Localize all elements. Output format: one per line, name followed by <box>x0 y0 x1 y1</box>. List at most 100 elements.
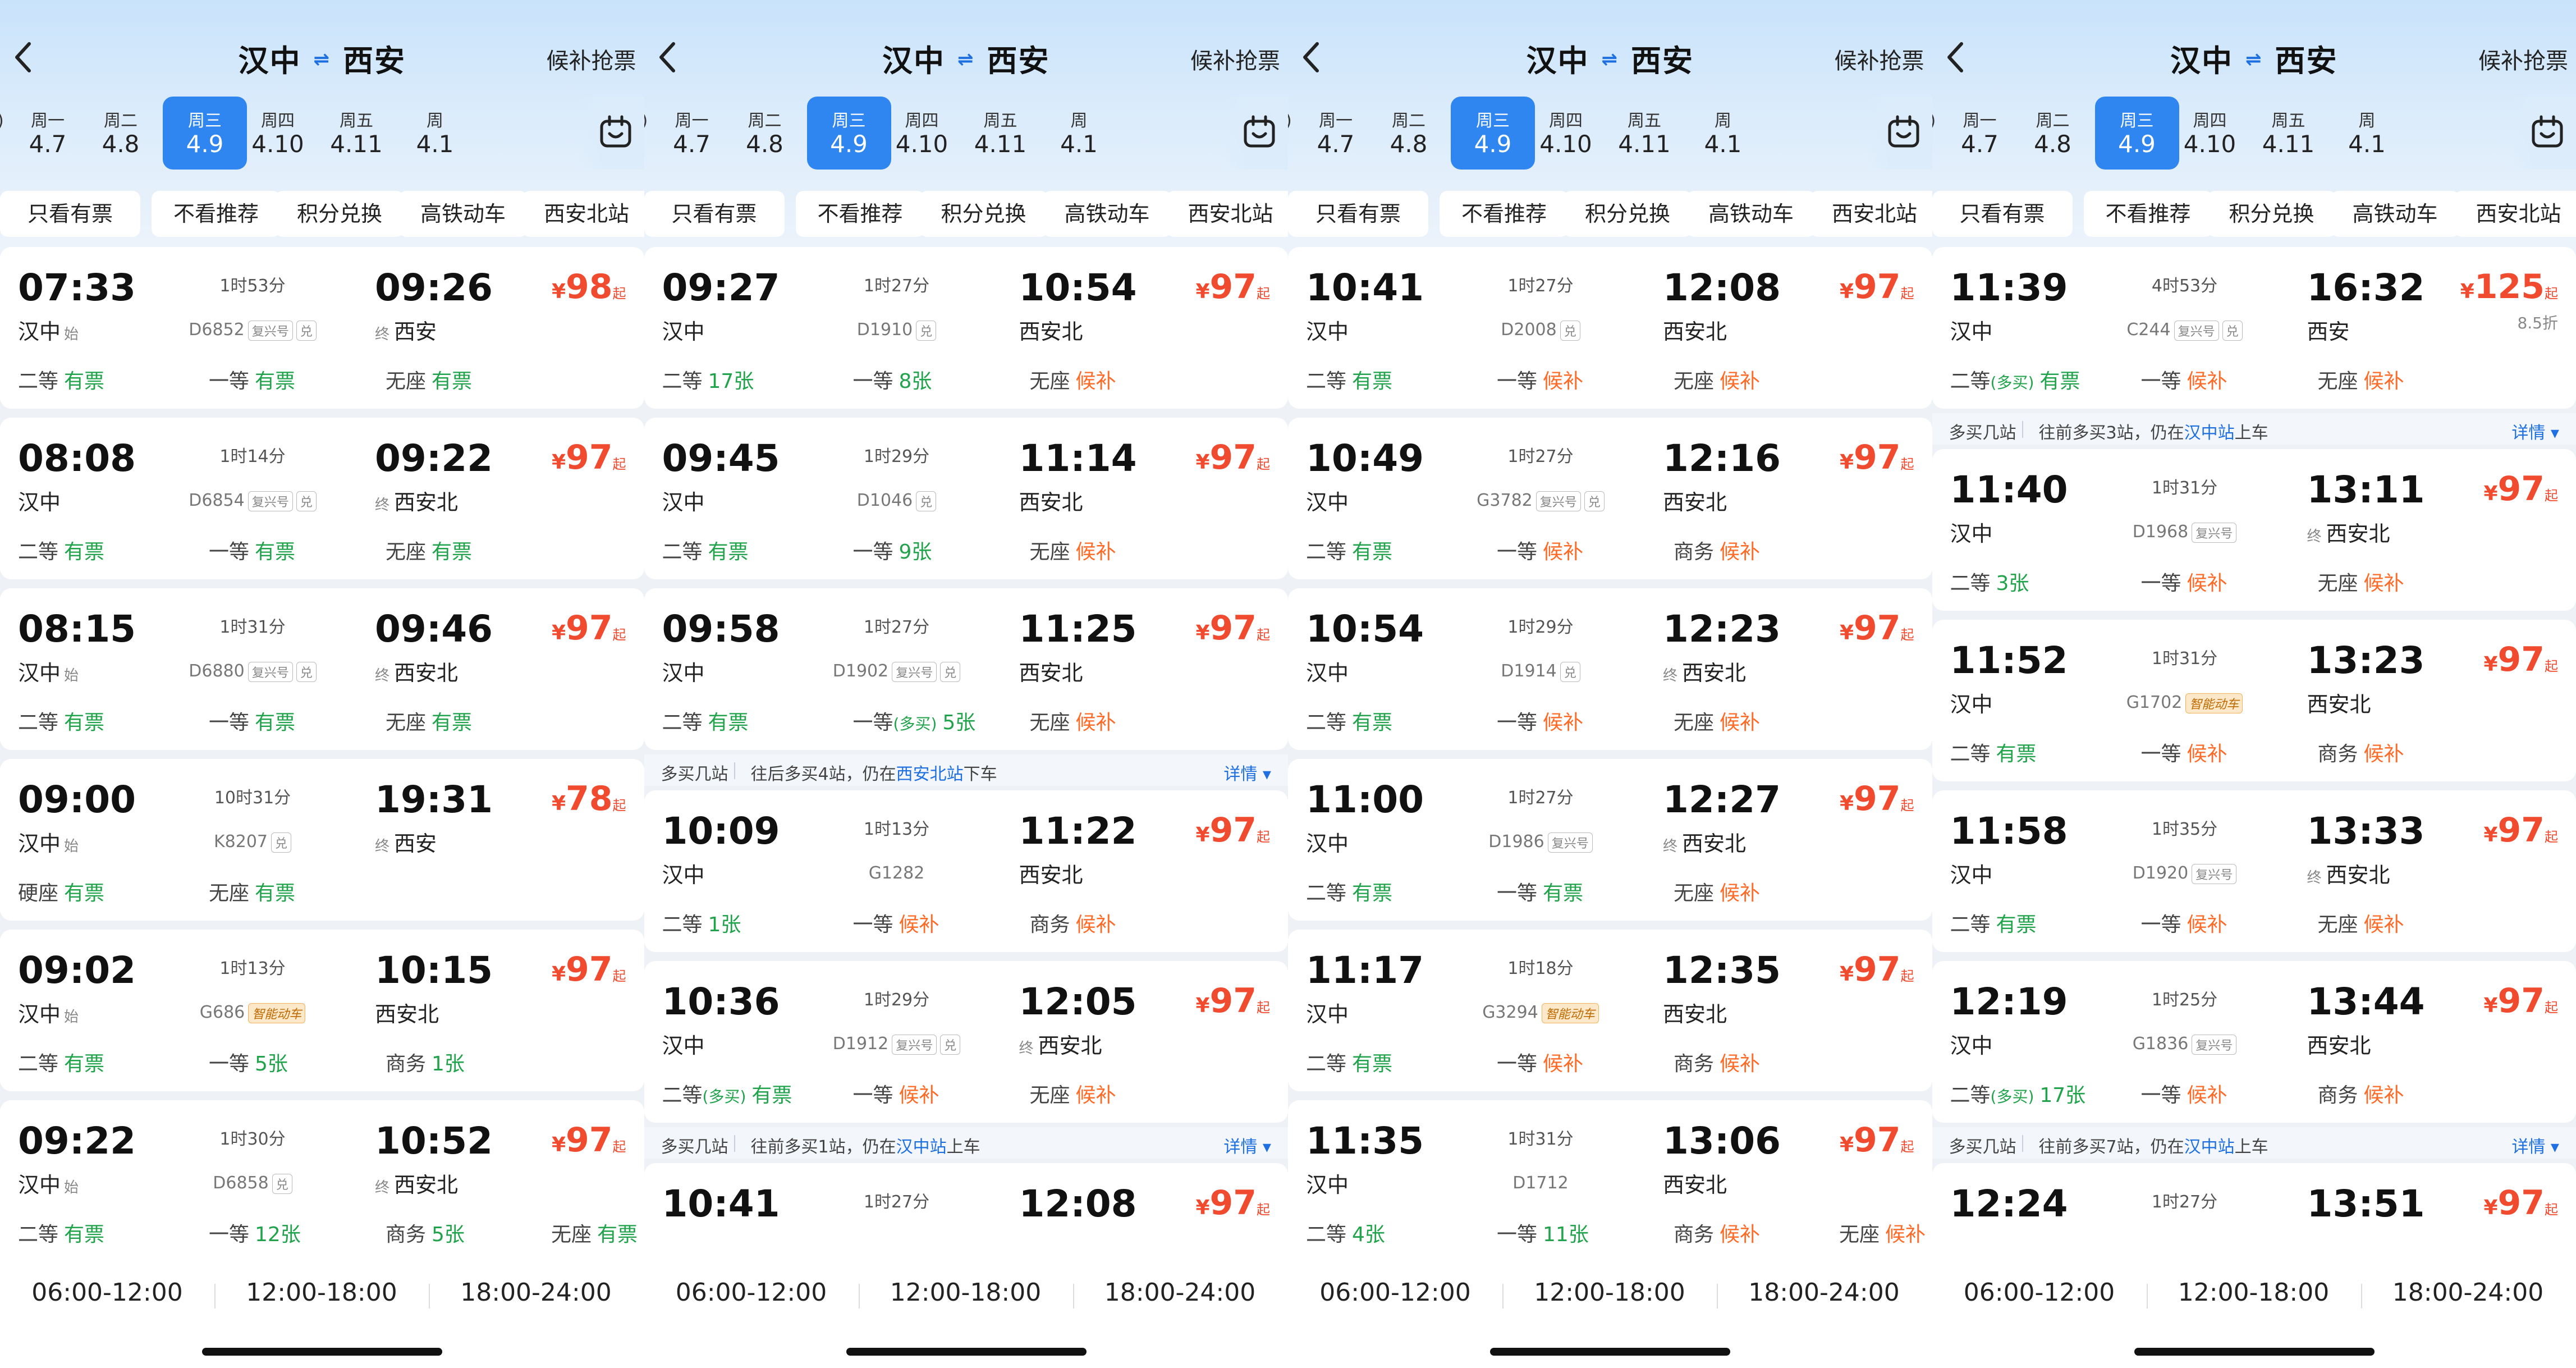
date-item[interactable]: 周五 4.11 <box>959 97 1043 170</box>
seat-class[interactable]: 一等 候补 <box>1497 706 1583 735</box>
train-card[interactable]: 11:58 1时35分 13:33 ¥97起 汉中终西安北 D1920 复兴号 二等 有票 一等候… <box>1932 790 2576 952</box>
filter-chip[interactable]: 不看推荐 <box>152 191 281 237</box>
seat-class[interactable]: 无座 有票 <box>551 1218 638 1247</box>
filter-chip[interactable]: 高铁动车 <box>398 191 528 237</box>
train-card[interactable]: 07:33 1时53分 09:26 ¥98起 汉中始终西安 D6852 复兴号兑二等 有票 一等… <box>0 247 644 409</box>
seat-class[interactable]: 商务 候补 <box>2318 1079 2404 1108</box>
train-card[interactable]: 10:49 1时27分 12:16 ¥97起 汉中 西安北 G3782 复兴号兑二等 有票 一等候… <box>1288 418 1932 579</box>
filter-chip[interactable]: 积分兑换 <box>1563 191 1692 237</box>
swap-arrows-icon[interactable]: ⇌ <box>1601 48 1619 71</box>
filter-chip[interactable]: 不看推荐 <box>1440 191 1569 237</box>
date-item[interactable]: 周五 4.11 <box>1602 97 1686 170</box>
time-tab[interactable]: 18:00-24:00 <box>1104 1278 1256 1307</box>
houbu-button[interactable]: 候补抢票 <box>1834 48 1924 74</box>
filter-chip[interactable]: 积分兑换 <box>275 191 404 237</box>
seat-class[interactable]: 商务 1张 <box>386 1047 465 1077</box>
calendar-icon[interactable] <box>1886 115 1921 149</box>
seat-class[interactable]: 一等 有票 <box>209 706 295 735</box>
filter-chip[interactable]: 只看有票 <box>1932 191 2073 237</box>
to-station[interactable]: 西安 <box>343 43 406 79</box>
back-icon[interactable] <box>657 40 677 74</box>
time-tab[interactable]: 12:00-18:00 <box>890 1278 1042 1307</box>
filter-chip[interactable]: 西安北站 <box>1810 191 1932 237</box>
date-item[interactable]: 周一 4.7 <box>6 97 90 170</box>
swap-arrows-icon[interactable]: ⇌ <box>957 48 975 71</box>
swap-arrows-icon[interactable]: ⇌ <box>313 48 331 71</box>
date-item[interactable]: 周三 4.9 <box>163 97 247 170</box>
time-tab[interactable]: 12:00-18:00 <box>1534 1278 1685 1307</box>
seat-class[interactable]: 二等 有票 <box>18 706 104 735</box>
seat-class[interactable]: 二等 3张 <box>1950 567 2029 596</box>
train-card[interactable]: 11:39 4时53分 16:32 ¥125起 8.5折 汉中 西安 C244 复兴号兑二等(多… <box>1932 247 2576 409</box>
train-card[interactable]: 10:09 1时13分 11:22 ¥97起 汉中 西安北 G1282 二等 1张 一等 候补 商务候… <box>644 790 1288 952</box>
seat-class[interactable]: 无座 候补 <box>1030 536 1116 565</box>
filter-chip[interactable]: 只看有票 <box>644 191 785 237</box>
seat-class[interactable]: 无座 有票 <box>209 877 295 906</box>
date-item[interactable]: 周四 4.10 <box>1524 97 1608 170</box>
date-item[interactable]: 周一 4.7 <box>1938 97 2022 170</box>
filter-chip[interactable]: 西安北站 <box>2454 191 2576 237</box>
seat-class[interactable]: 二等 有票 <box>18 536 104 565</box>
time-tab[interactable]: 18:00-24:00 <box>460 1278 612 1307</box>
date-item[interactable]: 周 4.1 <box>1681 97 1765 170</box>
seat-class[interactable]: 商务 候补 <box>1674 1047 1760 1077</box>
filter-chip[interactable]: 高铁动车 <box>2330 191 2460 237</box>
houbu-button[interactable]: 候补抢票 <box>1190 48 1280 74</box>
seat-class[interactable]: 无座 候补 <box>2318 365 2404 394</box>
seat-class[interactable]: 一等 9张 <box>853 536 932 565</box>
seat-class[interactable]: 一等(多买) 5张 <box>853 706 976 735</box>
date-item[interactable]: 周五 4.11 <box>314 97 398 170</box>
time-tab[interactable]: 06:00-12:00 <box>675 1278 827 1307</box>
seat-class[interactable]: 二等(多买) 有票 <box>1950 365 2080 394</box>
date-item[interactable]: 日(休)4.6 <box>1932 97 1955 170</box>
date-item[interactable]: 周 4.1 <box>393 97 477 170</box>
seat-class[interactable]: 二等 有票 <box>1306 536 1392 565</box>
calendar-icon[interactable] <box>2530 115 2565 149</box>
details-link[interactable]: 详情 ▾ <box>1223 1137 1271 1157</box>
date-item[interactable]: 日(休)4.6 <box>644 97 667 170</box>
train-card[interactable]: 09:58 1时27分 11:25 ¥97起 汉中 西安北 D1902 复兴号兑二等 有票 一等(… <box>644 588 1288 750</box>
train-card[interactable]: 10:54 1时29分 12:23 ¥97起 汉中终西安北 D1914 兑二等 有票 一等 候补无… <box>1288 588 1932 750</box>
filter-chip[interactable]: 积分兑换 <box>2207 191 2336 237</box>
seat-class[interactable]: 无座 候补 <box>1030 365 1116 394</box>
date-item[interactable]: 周二 4.8 <box>2011 97 2095 170</box>
date-item[interactable]: 周四 4.10 <box>2168 97 2252 170</box>
time-tab[interactable]: 06:00-12:00 <box>31 1278 183 1307</box>
seat-class[interactable]: 无座 候补 <box>1030 706 1116 735</box>
filter-chip[interactable]: 只看有票 <box>0 191 140 237</box>
train-card[interactable]: 12:19 1时25分 13:44 ¥97起 汉中 西安北 G1836 复兴号 二等(多买) 17… <box>1932 961 2576 1123</box>
multi-buy-strip[interactable]: 多买几站 往前多买3站，仍在汉中站上车 详情 ▾ <box>1932 413 2576 445</box>
seat-class[interactable]: 二等 有票 <box>1306 365 1392 394</box>
seat-class[interactable]: 一等 候补 <box>853 1079 939 1108</box>
seat-class[interactable]: 一等 12张 <box>209 1218 301 1247</box>
seat-class[interactable]: 商务 5张 <box>386 1218 465 1247</box>
time-tab[interactable]: 06:00-12:00 <box>1963 1278 2115 1307</box>
from-station[interactable]: 汉中 <box>238 43 301 79</box>
seat-class[interactable]: 二等 17张 <box>662 365 754 394</box>
seat-class[interactable]: 二等 有票 <box>18 1047 104 1077</box>
date-item[interactable]: 周二 4.8 <box>1367 97 1451 170</box>
time-tab[interactable]: 18:00-24:00 <box>1748 1278 1900 1307</box>
seat-class[interactable]: 一等 候补 <box>2141 738 2227 767</box>
seat-class[interactable]: 二等 有票 <box>662 706 749 735</box>
from-station[interactable]: 汉中 <box>882 43 945 79</box>
seat-class[interactable]: 二等(多买) 17张 <box>1950 1079 2086 1108</box>
seat-class[interactable]: 一等 候补 <box>1497 536 1583 565</box>
seat-class[interactable]: 二等 有票 <box>18 1218 104 1247</box>
date-item[interactable]: 周二 4.8 <box>79 97 163 170</box>
time-tab[interactable]: 12:00-18:00 <box>246 1278 397 1307</box>
time-tab[interactable]: 18:00-24:00 <box>2392 1278 2544 1307</box>
seat-class[interactable]: 无座 候补 <box>1674 365 1760 394</box>
time-tab[interactable]: 06:00-12:00 <box>1319 1278 1471 1307</box>
filter-chip[interactable]: 高铁动车 <box>1042 191 1172 237</box>
seat-class[interactable]: 一等 有票 <box>1497 877 1583 906</box>
date-item[interactable]: 周三 4.9 <box>2094 97 2179 170</box>
multi-buy-strip[interactable]: 多买几站 往前多买1站，仍在汉中站上车 详情 ▾ <box>644 1127 1288 1159</box>
train-card[interactable]: 09:00 10时31分 19:31 ¥78起 汉中始终西安 K8207 兑硬座 有票 无座 有票 <box>0 759 644 921</box>
seat-class[interactable]: 无座 有票 <box>386 536 472 565</box>
seat-class[interactable]: 无座 候补 <box>1839 1218 1926 1247</box>
filter-chip[interactable]: 西安北站 <box>1166 191 1288 237</box>
seat-class[interactable]: 一等 有票 <box>209 365 295 394</box>
houbu-button[interactable]: 候补抢票 <box>546 48 636 74</box>
houbu-button[interactable]: 候补抢票 <box>2478 48 2568 74</box>
